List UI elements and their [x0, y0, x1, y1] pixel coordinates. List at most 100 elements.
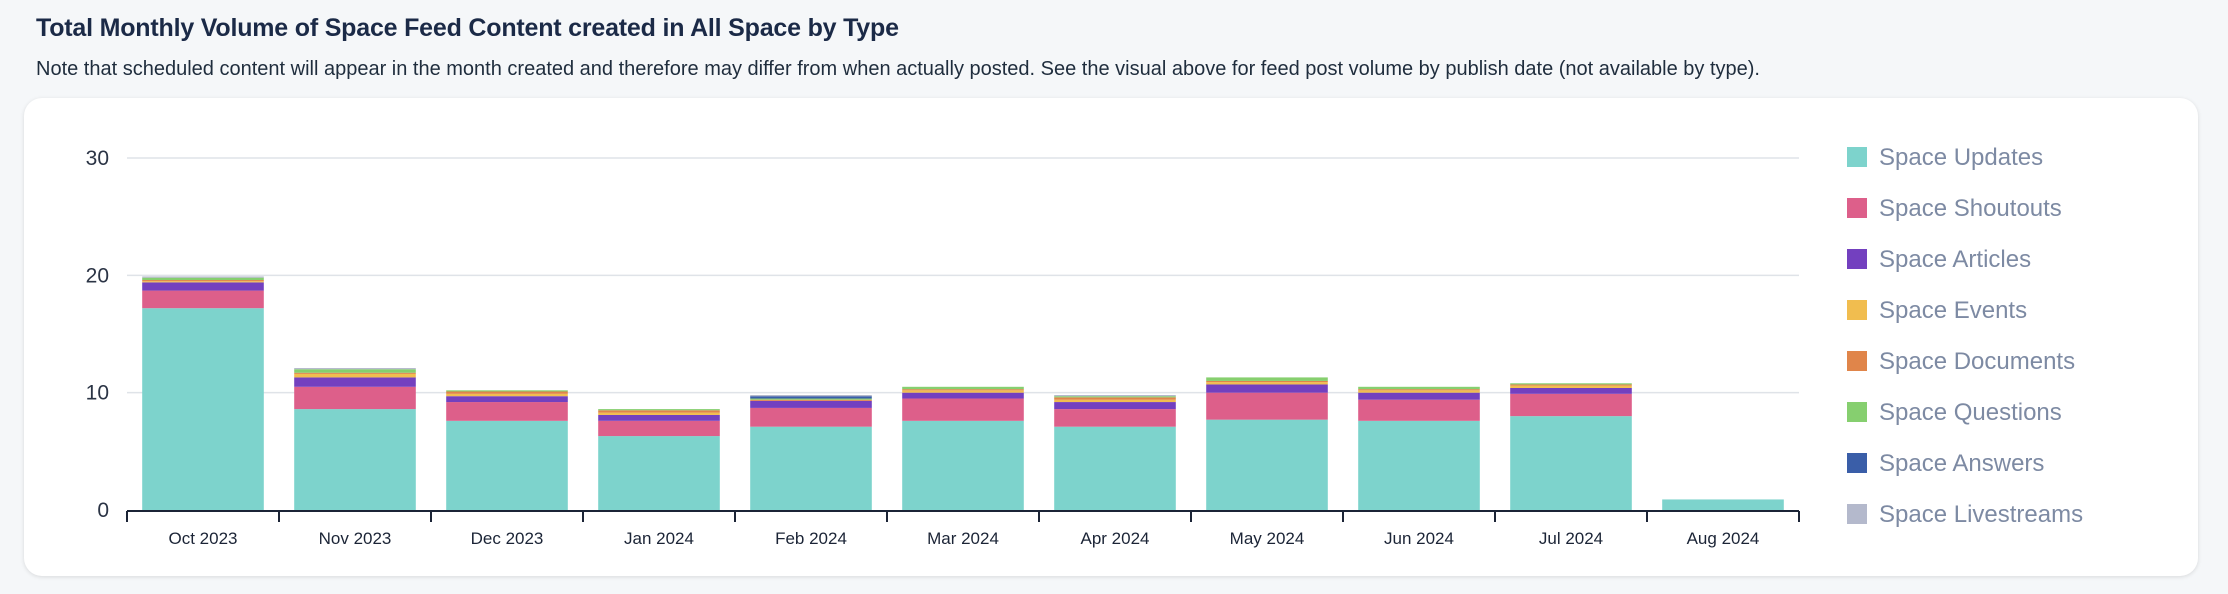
- bar-segment[interactable]: [294, 377, 416, 387]
- bar-segment[interactable]: [142, 308, 264, 510]
- legend-item[interactable]: Space Updates: [1847, 144, 2043, 171]
- bar-segment[interactable]: [294, 409, 416, 510]
- chart-title: Total Monthly Volume of Space Feed Conte…: [36, 14, 899, 42]
- bar-segment[interactable]: [1510, 384, 1632, 386]
- bar-segment[interactable]: [294, 373, 416, 378]
- y-tick-label: 0: [97, 499, 109, 522]
- bar-segment[interactable]: [142, 276, 264, 278]
- bar-segment[interactable]: [1358, 389, 1480, 391]
- x-tick-label: Jun 2024: [1384, 529, 1454, 548]
- bar-segment[interactable]: [1358, 392, 1480, 400]
- bar-segment[interactable]: [446, 396, 568, 403]
- bar-segment[interactable]: [902, 390, 1024, 393]
- legend: Space Updates Space Shoutouts Space Articl…: [1847, 144, 2083, 528]
- legend-swatch: [1847, 198, 1867, 218]
- legend-item[interactable]: Space Events: [1847, 297, 2027, 324]
- bar-segment[interactable]: [1510, 416, 1632, 510]
- bar-segment[interactable]: [1054, 399, 1176, 403]
- bar-segment[interactable]: [598, 410, 720, 413]
- bar-segment[interactable]: [598, 412, 720, 415]
- bar-segment[interactable]: [1510, 383, 1632, 385]
- bar-segment[interactable]: [750, 399, 872, 401]
- legend-item[interactable]: Space Livestreams: [1847, 501, 2083, 528]
- bar-segment[interactable]: [1206, 380, 1328, 383]
- bar-segment[interactable]: [142, 290, 264, 309]
- legend-swatch: [1847, 249, 1867, 269]
- x-tick-label: Oct 2023: [169, 529, 238, 548]
- bar-segment[interactable]: [902, 420, 1024, 510]
- x-tick-label: Feb 2024: [775, 529, 847, 548]
- bar-segment[interactable]: [902, 398, 1024, 421]
- bar-segment[interactable]: [750, 426, 872, 510]
- bar-segment[interactable]: [294, 372, 416, 374]
- legend-item[interactable]: Space Answers: [1847, 450, 2044, 477]
- x-tick-label: May 2024: [1230, 529, 1305, 548]
- bar-segment[interactable]: [1206, 419, 1328, 510]
- legend-item[interactable]: Space Documents: [1847, 348, 2075, 375]
- bar-segment[interactable]: [446, 420, 568, 510]
- bar-segment[interactable]: [1510, 385, 1632, 388]
- bar-segment[interactable]: [1358, 399, 1480, 421]
- bar-segment[interactable]: [750, 398, 872, 400]
- legend-label: Space Events: [1879, 297, 2027, 324]
- legend-item[interactable]: Space Questions: [1847, 399, 2062, 426]
- bar-segment[interactable]: [446, 391, 568, 394]
- bar-segment[interactable]: [902, 389, 1024, 391]
- x-tick-label: Aug 2024: [1687, 529, 1760, 548]
- bar-segment[interactable]: [1054, 395, 1176, 397]
- bar-segment[interactable]: [902, 386, 1024, 390]
- bar-segment[interactable]: [1054, 396, 1176, 398]
- bar-segment[interactable]: [1510, 387, 1632, 394]
- bar-segment[interactable]: [446, 402, 568, 421]
- chart-subtitle: Note that scheduled content will appear …: [36, 58, 1760, 80]
- bar-segment[interactable]: [598, 414, 720, 421]
- x-tick-label: Jul 2024: [1539, 529, 1603, 548]
- bar-segment[interactable]: [1054, 426, 1176, 510]
- bar-segment[interactable]: [294, 368, 416, 370]
- legend-label: Space Shoutouts: [1879, 195, 2062, 222]
- bar-segment[interactable]: [750, 395, 872, 397]
- legend-item[interactable]: Space Articles: [1847, 246, 2031, 273]
- bar-segment[interactable]: [1054, 402, 1176, 410]
- bar-segment[interactable]: [1206, 384, 1328, 393]
- bar-segment[interactable]: [1662, 499, 1784, 510]
- bar-segment[interactable]: [142, 282, 264, 291]
- bar-segment[interactable]: [1510, 393, 1632, 417]
- bar-segment[interactable]: [142, 280, 264, 282]
- bar-segment[interactable]: [1358, 390, 1480, 393]
- bar-segment[interactable]: [750, 396, 872, 399]
- legend-label: Space Updates: [1879, 144, 2043, 171]
- bar-segment[interactable]: [1358, 420, 1480, 510]
- bar-segment[interactable]: [142, 277, 264, 281]
- bar-segment[interactable]: [750, 407, 872, 427]
- legend-swatch: [1847, 147, 1867, 167]
- legend-swatch: [1847, 402, 1867, 422]
- bar-segment[interactable]: [1358, 386, 1480, 390]
- bar-segment[interactable]: [598, 409, 720, 411]
- legend-item[interactable]: Space Shoutouts: [1847, 195, 2062, 222]
- y-tick-label: 30: [86, 147, 109, 170]
- bar-segment[interactable]: [294, 386, 416, 410]
- bar-segment[interactable]: [902, 392, 1024, 399]
- bar-segment[interactable]: [750, 400, 872, 408]
- bar-segment[interactable]: [294, 369, 416, 373]
- bar-segment[interactable]: [446, 393, 568, 397]
- chart-card: 0 10 20 30 Oct 2023 Nov 2023 Dec 2023 Jan 2024…: [24, 98, 2198, 576]
- x-tick-label: Mar 2024: [927, 529, 999, 548]
- legend-label: Space Documents: [1879, 348, 2075, 375]
- bar-segment[interactable]: [598, 436, 720, 510]
- x-tick-label: Jan 2024: [624, 529, 694, 548]
- bar-segment[interactable]: [1206, 377, 1328, 381]
- bar-segment[interactable]: [1206, 382, 1328, 385]
- legend-label: Space Livestreams: [1879, 501, 2083, 528]
- bar-segment[interactable]: [142, 281, 264, 283]
- bar-segment[interactable]: [598, 420, 720, 437]
- x-axis: Oct 2023 Nov 2023 Dec 2023 Jan 2024 Feb 2024…: [126, 510, 1800, 548]
- bar-segment[interactable]: [1206, 392, 1328, 420]
- legend-label: Space Questions: [1879, 399, 2062, 426]
- bar-segment[interactable]: [1054, 397, 1176, 400]
- legend-swatch: [1847, 300, 1867, 320]
- x-tick-label: Nov 2023: [319, 529, 392, 548]
- bar-segment[interactable]: [446, 390, 568, 392]
- bar-segment[interactable]: [1054, 409, 1176, 427]
